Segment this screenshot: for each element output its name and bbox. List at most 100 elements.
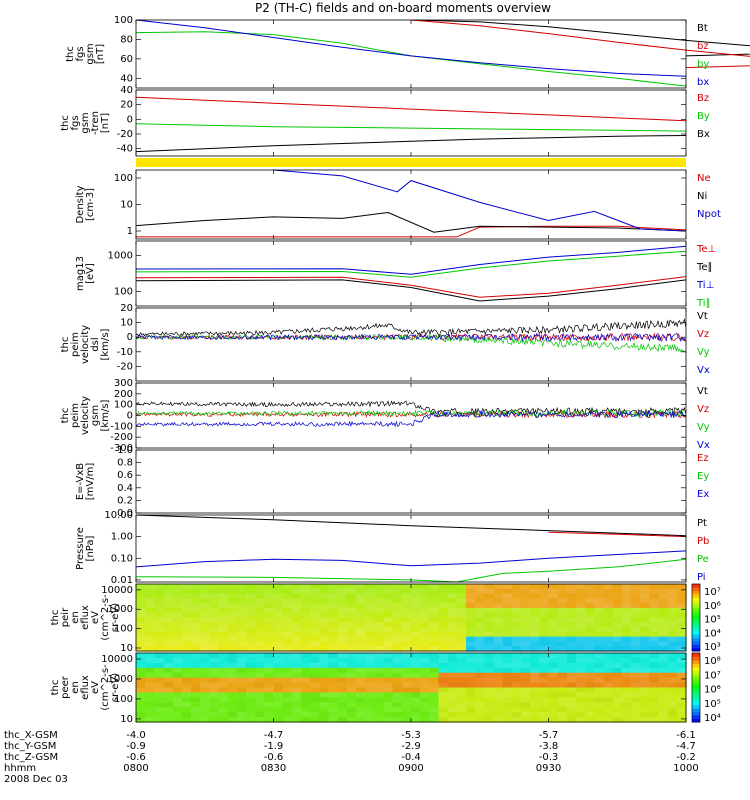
heatmap-cell: [392, 607, 403, 614]
heatmap-cell: [236, 636, 247, 643]
heatmap-cell: [511, 662, 522, 669]
heatmap-cell: [273, 603, 284, 609]
legend-label: By: [697, 111, 710, 122]
heatmap-cell: [530, 631, 540, 638]
footer-value: -0.2: [676, 752, 696, 763]
heatmap-cell: [374, 697, 385, 703]
heatmap-cell: [530, 672, 540, 679]
heatmap-cell: [676, 692, 687, 698]
heatmap-cell: [374, 692, 385, 698]
heatmap-cell: [291, 588, 302, 595]
heatmap-cell: [328, 607, 339, 614]
heatmap-cell: [255, 682, 265, 689]
heatmap-cell: [484, 672, 495, 679]
heatmap-cell: [631, 702, 641, 708]
y-tick-label: 100: [114, 624, 133, 635]
heatmap-cell: [502, 692, 513, 698]
heatmap-cell: [154, 712, 165, 718]
heatmap-cell: [456, 697, 467, 703]
heatmap-cell: [356, 636, 366, 643]
heatmap-cell: [264, 593, 275, 599]
heatmap-cell: [676, 612, 687, 619]
y-axis-label-line: mag13: [75, 256, 86, 291]
heatmap-cell: [401, 712, 412, 718]
heatmap-cell: [273, 662, 284, 669]
heatmap-cell: [383, 607, 394, 614]
heatmap-cell: [291, 692, 302, 698]
heatmap-cell: [209, 717, 220, 723]
heatmap-cell: [576, 653, 586, 659]
footer-value: -4.0: [126, 730, 146, 741]
heatmap-cell: [502, 636, 513, 643]
heatmap-cell: [383, 682, 394, 689]
heatmap-cell: [255, 603, 265, 609]
heatmap-cell: [374, 617, 385, 623]
heatmap-cell: [411, 646, 421, 652]
heatmap-cell: [603, 603, 614, 609]
heatmap-cell: [612, 667, 623, 674]
heatmap-cell: [676, 627, 687, 633]
heatmap-cell: [282, 612, 293, 619]
heatmap-cell: [420, 622, 430, 628]
heatmap-cell: [218, 672, 229, 679]
heatmap-cell: [255, 627, 265, 633]
heatmap-cell: [236, 687, 247, 694]
heatmap-cell: [337, 617, 348, 623]
heatmap-cell: [521, 657, 531, 664]
heatmap-cell: [548, 612, 559, 619]
heatmap-cell: [447, 697, 458, 703]
heatmap-cell: [557, 687, 568, 694]
heatmap-cell: [191, 641, 201, 647]
y-tick-label: 40: [120, 85, 133, 96]
footer-value: -4.7: [264, 730, 284, 741]
series-line-Npot: [273, 169, 687, 232]
heatmap-cell: [236, 588, 247, 595]
heatmap-cell: [191, 588, 201, 595]
heatmap-cell: [264, 662, 275, 669]
heatmap-cell: [640, 672, 650, 679]
heatmap-cell: [145, 662, 155, 669]
heatmap-cell: [475, 641, 485, 647]
heatmap-cell: [209, 617, 220, 623]
heatmap-cell: [383, 646, 394, 652]
heatmap-cell: [548, 636, 559, 643]
heatmap-cell: [420, 692, 430, 698]
heatmap-cell: [649, 672, 660, 679]
y-tick-label: 40: [120, 73, 133, 84]
heatmap-cell: [273, 657, 284, 664]
heatmap-cell: [291, 682, 302, 689]
heatmap-cell: [365, 682, 375, 689]
y-axis-label-line: [km/s]: [100, 399, 111, 431]
legend-label: Vt: [697, 311, 708, 322]
heatmap-cell: [585, 641, 595, 647]
heatmap-cell: [356, 677, 366, 684]
heatmap-cell: [438, 636, 449, 643]
heatmap-cell: [346, 712, 357, 718]
heatmap-cell: [576, 598, 586, 604]
heatmap-cell: [310, 717, 320, 723]
heatmap-cell: [621, 617, 632, 623]
heatmap-cell: [181, 631, 192, 638]
heatmap-cell: [200, 646, 210, 652]
heatmap-cell: [136, 627, 146, 633]
heatmap-cell: [236, 712, 247, 718]
heatmap-cell: [621, 692, 632, 698]
heatmap-cell: [346, 646, 357, 652]
heatmap-cell: [557, 612, 568, 619]
heatmap-cell: [493, 682, 504, 689]
heatmap-cell: [557, 588, 568, 595]
heatmap-cell: [392, 646, 403, 652]
heatmap-cell: [438, 667, 449, 674]
heatmap-cell: [337, 598, 348, 604]
heatmap-cell: [282, 672, 293, 679]
heatmap-cell: [163, 672, 174, 679]
heatmap-cell: [603, 653, 614, 659]
heatmap-cell: [401, 607, 412, 614]
heatmap-cell: [511, 707, 522, 713]
heatmap-cell: [282, 707, 293, 713]
heatmap-cell: [566, 662, 577, 669]
heatmap-cell: [200, 584, 210, 590]
heatmap-cell: [466, 617, 476, 623]
heatmap-cell: [337, 646, 348, 652]
y-axis-label-line: E=-VxB: [75, 463, 86, 500]
